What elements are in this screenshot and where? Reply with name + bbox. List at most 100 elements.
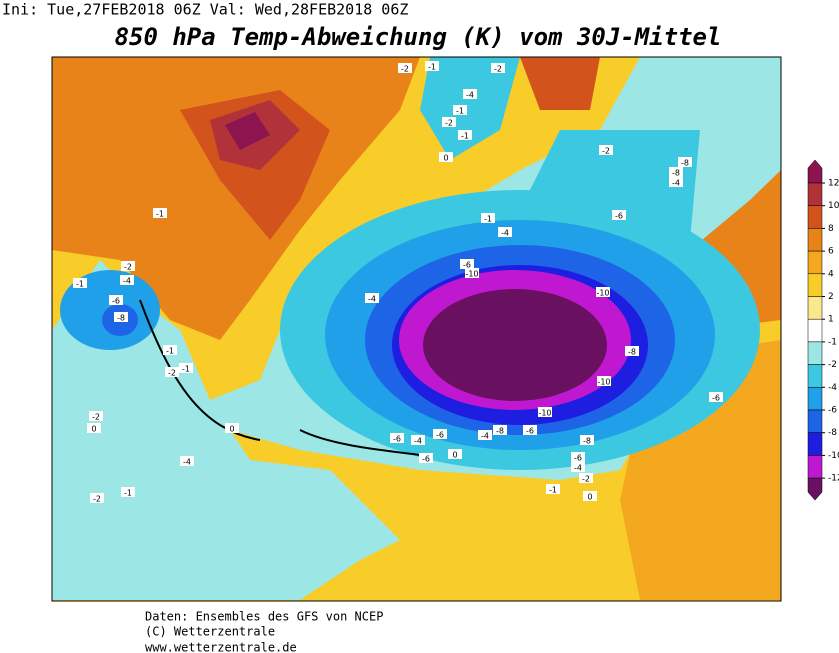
map-frame (51, 56, 782, 602)
contour-label-box (463, 89, 477, 99)
contour-label-box (179, 363, 193, 373)
contour-label-box (121, 261, 135, 271)
contour-label-box (597, 376, 611, 386)
colorbar-segment (807, 318, 823, 343)
contour-label-box (478, 430, 492, 440)
contour-label: -4 (368, 295, 376, 304)
contour-label-box (109, 295, 123, 305)
colorbar-segment (807, 250, 823, 275)
contour-label-box (493, 425, 507, 435)
contour-label: -8 (583, 437, 591, 446)
contour-label-box (465, 268, 479, 278)
contour-label: 0 (587, 493, 592, 502)
contour-label: -6 (574, 454, 582, 463)
contour-label-box (669, 177, 683, 187)
contour-label-box (481, 213, 495, 223)
contour-label: -1 (428, 63, 436, 72)
contour-label: -1 (76, 280, 84, 289)
colorbar-tick-label: 12 (828, 179, 839, 189)
contour-label-box (448, 449, 462, 459)
contour-label-box (90, 493, 104, 503)
contour-label-box (460, 259, 474, 269)
contour-label: -2 (124, 263, 132, 272)
contour-label-box (498, 227, 512, 237)
contour-label: 0 (91, 425, 96, 434)
contour-label-box (546, 484, 560, 494)
contour-label: -6 (112, 297, 120, 306)
colorbar-tick-label: -4 (828, 383, 837, 393)
colorbar-tick-label: -12 (828, 474, 839, 484)
contour-label: -2 (582, 475, 590, 484)
colorbar-segment (807, 364, 823, 388)
contour-label-box (398, 63, 412, 73)
contour-label-box (538, 407, 552, 417)
contour-label-box (583, 491, 597, 501)
contour-label-box (439, 152, 453, 162)
contour-label-box (89, 411, 103, 421)
contour-label-box (669, 167, 683, 177)
contour-label: -6 (393, 435, 401, 444)
contour-label: -4 (414, 437, 422, 446)
contour-label-box (73, 278, 87, 288)
contour-label: -8 (672, 169, 680, 178)
colorbar-segment (807, 205, 823, 229)
contour-label: -8 (117, 314, 125, 323)
run-info: Ini: Tue,27FEB2018 06Z Val: Wed,28FEB201… (2, 1, 408, 19)
colorbar-tick-label: -6 (828, 406, 837, 416)
contour-label: -2 (494, 65, 502, 74)
contour-label: -1 (461, 132, 469, 141)
colorbar-segment (807, 409, 823, 433)
contour-label: -6 (712, 394, 720, 403)
contour-label: -4 (466, 91, 474, 100)
colorbar-tick-label: -10 (828, 451, 839, 461)
colorbar-tick-label: 10 (828, 201, 839, 211)
contour-label-box (180, 456, 194, 466)
contour-label: -10 (538, 409, 551, 418)
contour-label-box (153, 208, 167, 218)
colorbar-segment (807, 273, 823, 297)
contour-label: -1 (456, 107, 464, 116)
contour-label: -2 (445, 119, 453, 128)
contour-label: -6 (463, 261, 471, 270)
contour-label-box (571, 452, 585, 462)
contour-label-box (709, 392, 723, 402)
contour-label: -6 (615, 212, 623, 221)
contour-label: -1 (166, 347, 174, 356)
contour-label: -2 (602, 147, 610, 156)
contour-label: -8 (681, 159, 689, 168)
contour-label-box (120, 275, 134, 285)
contour-label: 0 (452, 451, 457, 460)
contour-label-box (225, 423, 239, 433)
contour-label: -10 (596, 289, 609, 298)
contour-label-box (571, 462, 585, 472)
colorbar-segment (807, 296, 823, 320)
footer-copyright: (C) Wetterzentrale (145, 625, 275, 639)
contour-label: -1 (549, 486, 557, 495)
colorbar-segment (807, 387, 823, 411)
contour-label-box (523, 425, 537, 435)
contour-label-box (612, 210, 626, 220)
contour-label-box (165, 367, 179, 377)
colorbar-segment (807, 228, 823, 252)
contour-label-box (163, 345, 177, 355)
colorbar-tick-label: 4 (828, 269, 834, 279)
contour-label: -4 (481, 432, 489, 441)
colorbar-segment (807, 341, 823, 365)
contour-label-box (491, 63, 505, 73)
colorbar-segment (807, 182, 823, 206)
contour-label: 0 (229, 425, 234, 434)
contour-label: 0 (443, 154, 448, 163)
contour-label: -4 (123, 277, 131, 286)
footer-source: Daten: Ensembles des GFS von NCEP (145, 610, 383, 624)
colorbar-tick-label: -1 (828, 337, 837, 347)
contour-label: -10 (465, 270, 478, 279)
colorbar-tick-label: 2 (828, 292, 834, 302)
colorbar-tick-label: 6 (828, 247, 834, 257)
contour-label: -1 (156, 210, 164, 219)
contour-label: -6 (422, 455, 430, 464)
contour-label: -2 (168, 369, 176, 378)
colorbar-tick-label: 8 (828, 224, 834, 234)
contour-label-box (425, 61, 439, 71)
anomaly-field (52, 57, 781, 601)
